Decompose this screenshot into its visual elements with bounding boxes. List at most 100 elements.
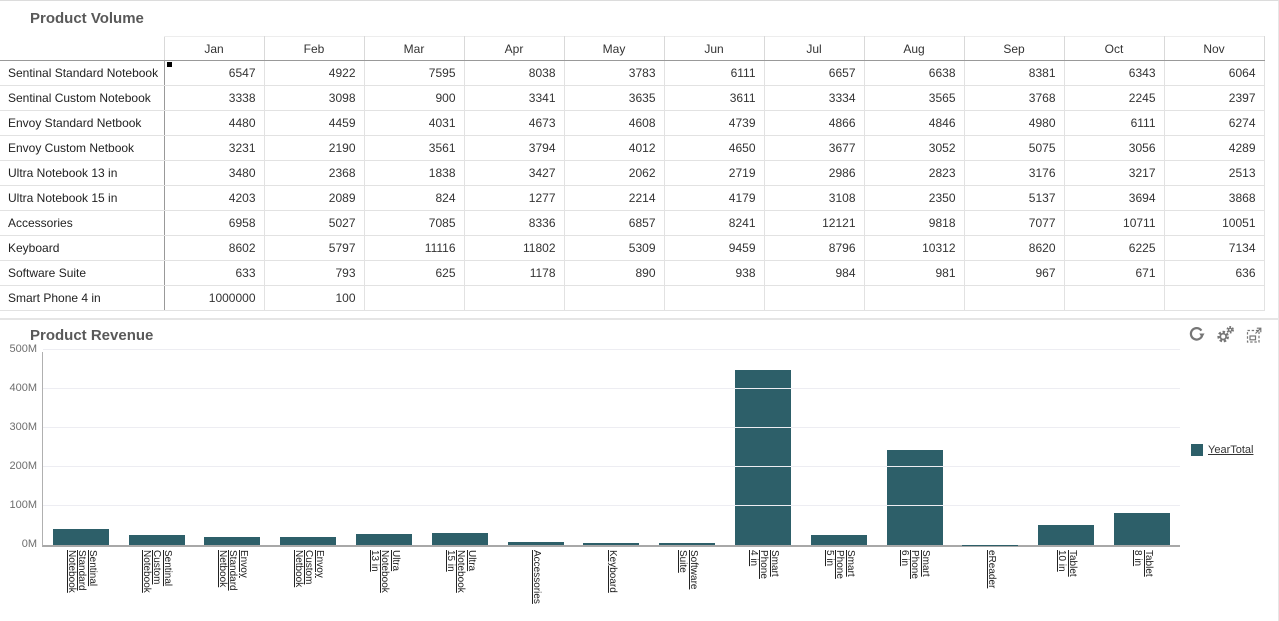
volume-cell[interactable]: 793 (263, 260, 365, 286)
volume-cell[interactable]: 8336 (463, 210, 565, 236)
column-header-oct[interactable]: Oct (1063, 36, 1165, 61)
volume-cell[interactable]: 8620 (963, 235, 1065, 261)
volume-cell[interactable]: 4179 (663, 185, 765, 211)
x-axis-label-smart-phone-6-in[interactable]: Smart Phone 6 in (899, 550, 932, 579)
volume-cell[interactable] (1063, 285, 1165, 311)
volume-cell[interactable]: 9818 (863, 210, 965, 236)
volume-cell[interactable]: 2368 (263, 160, 365, 186)
volume-cell[interactable]: 2190 (263, 135, 365, 161)
volume-cell[interactable]: 10312 (863, 235, 965, 261)
bar-software-suite[interactable] (659, 543, 716, 545)
x-axis-label-smart-phone-5-in[interactable]: Smart Phone 5 in (823, 550, 856, 579)
volume-cell[interactable] (563, 285, 665, 311)
volume-cell[interactable] (663, 285, 765, 311)
volume-cell[interactable]: 824 (363, 185, 465, 211)
volume-cell[interactable]: 4866 (763, 110, 865, 136)
bar-tablet-10-in[interactable] (1038, 524, 1095, 545)
column-header-mar[interactable]: Mar (363, 36, 465, 61)
bar-envoy-custom-netbook[interactable] (280, 537, 337, 545)
volume-cell[interactable]: 7134 (1163, 235, 1265, 261)
volume-cell[interactable]: 2513 (1163, 160, 1265, 186)
volume-cell[interactable]: 671 (1063, 260, 1165, 286)
volume-cell[interactable]: 6274 (1163, 110, 1265, 136)
volume-cell[interactable] (863, 285, 965, 311)
volume-cell[interactable]: 5137 (963, 185, 1065, 211)
x-axis-label-accessories[interactable]: Accessories (530, 550, 542, 604)
row-header[interactable]: Smart Phone 4 in (0, 285, 165, 311)
volume-cell[interactable]: 1277 (463, 185, 565, 211)
volume-cell[interactable]: 3052 (863, 135, 965, 161)
volume-cell[interactable]: 3217 (1063, 160, 1165, 186)
volume-cell[interactable]: 3868 (1163, 185, 1265, 211)
volume-cell[interactable]: 7077 (963, 210, 1065, 236)
x-axis-label-envoy-standard-netbook[interactable]: Envoy Standard Netbook (217, 550, 250, 591)
row-header[interactable]: Envoy Standard Netbook (0, 110, 165, 136)
volume-cell[interactable]: 4980 (963, 110, 1065, 136)
volume-cell[interactable]: 2719 (663, 160, 765, 186)
volume-cell[interactable]: 3341 (463, 85, 565, 111)
column-header-apr[interactable]: Apr (463, 36, 565, 61)
volume-cell[interactable]: 3768 (963, 85, 1065, 111)
volume-cell[interactable]: 3108 (763, 185, 865, 211)
volume-cell[interactable]: 8241 (663, 210, 765, 236)
volume-cell[interactable]: 2350 (863, 185, 965, 211)
volume-cell[interactable]: 9459 (663, 235, 765, 261)
column-header-feb[interactable]: Feb (263, 36, 365, 61)
volume-cell[interactable]: 6657 (763, 60, 865, 86)
volume-cell[interactable]: 8796 (763, 235, 865, 261)
x-axis-label-smart-phone-4-in[interactable]: Smart Phone 4 in (747, 550, 780, 579)
volume-cell[interactable]: 4739 (663, 110, 765, 136)
bar-envoy-standard-netbook[interactable] (204, 537, 261, 545)
volume-cell[interactable] (363, 285, 465, 311)
volume-cell[interactable]: 5309 (563, 235, 665, 261)
column-header-nov[interactable]: Nov (1163, 36, 1265, 61)
volume-cell[interactable]: 4012 (563, 135, 665, 161)
volume-cell[interactable]: 3794 (463, 135, 565, 161)
settings-icon[interactable] (1216, 325, 1235, 344)
volume-cell[interactable]: 100 (263, 285, 365, 311)
column-header-sep[interactable]: Sep (963, 36, 1065, 61)
bar-accessories[interactable] (507, 541, 564, 545)
x-axis-label-ultra-notebook-13-in[interactable]: Ultra Notebook 13 in (368, 550, 401, 593)
column-header-may[interactable]: May (563, 36, 665, 61)
volume-cell[interactable]: 938 (663, 260, 765, 286)
x-axis-label-ereader[interactable]: eReader (985, 550, 997, 589)
row-header[interactable]: Accessories (0, 210, 165, 236)
volume-cell[interactable]: 12121 (763, 210, 865, 236)
bar-smart-phone-4-in[interactable] (735, 369, 792, 545)
bar-keyboard[interactable] (583, 543, 640, 545)
x-axis-label-software-suite[interactable]: Software Suite (677, 550, 699, 590)
volume-cell[interactable]: 3565 (863, 85, 965, 111)
row-header[interactable]: Sentinal Custom Notebook (0, 85, 165, 111)
row-header[interactable]: Sentinal Standard Notebook (0, 60, 165, 86)
volume-cell[interactable]: 636 (1163, 260, 1265, 286)
volume-cell[interactable]: 4289 (1163, 135, 1265, 161)
row-header[interactable]: Envoy Custom Netbook (0, 135, 165, 161)
volume-cell[interactable]: 984 (763, 260, 865, 286)
volume-cell[interactable]: 6225 (1063, 235, 1165, 261)
x-axis-label-tablet-10-in[interactable]: Tablet 10 in (1056, 550, 1078, 577)
volume-cell[interactable]: 6111 (663, 60, 765, 86)
volume-cell[interactable]: 3056 (1063, 135, 1165, 161)
volume-cell[interactable]: 8038 (463, 60, 565, 86)
column-header-jun[interactable]: Jun (663, 36, 765, 61)
volume-cell[interactable]: 2062 (563, 160, 665, 186)
row-header[interactable]: Keyboard (0, 235, 165, 261)
volume-cell[interactable]: 6547 (163, 60, 265, 86)
volume-cell[interactable]: 4846 (863, 110, 965, 136)
volume-cell[interactable]: 3098 (263, 85, 365, 111)
volume-cell[interactable]: 8602 (163, 235, 265, 261)
volume-cell[interactable]: 4650 (663, 135, 765, 161)
volume-cell[interactable]: 3334 (763, 85, 865, 111)
x-axis-label-sentinal-custom-notebook[interactable]: Sentinal Custom Notebook (141, 550, 174, 593)
volume-cell[interactable]: 2823 (863, 160, 965, 186)
volume-cell[interactable]: 2986 (763, 160, 865, 186)
volume-cell[interactable]: 6343 (1063, 60, 1165, 86)
x-axis-label-tablet-8-in[interactable]: Tablet 8 in (1132, 550, 1154, 577)
volume-cell[interactable]: 633 (163, 260, 265, 286)
volume-cell[interactable]: 890 (563, 260, 665, 286)
row-header[interactable]: Ultra Notebook 13 in (0, 160, 165, 186)
volume-cell[interactable]: 900 (363, 85, 465, 111)
volume-cell[interactable] (1163, 285, 1265, 311)
volume-cell[interactable]: 3427 (463, 160, 565, 186)
